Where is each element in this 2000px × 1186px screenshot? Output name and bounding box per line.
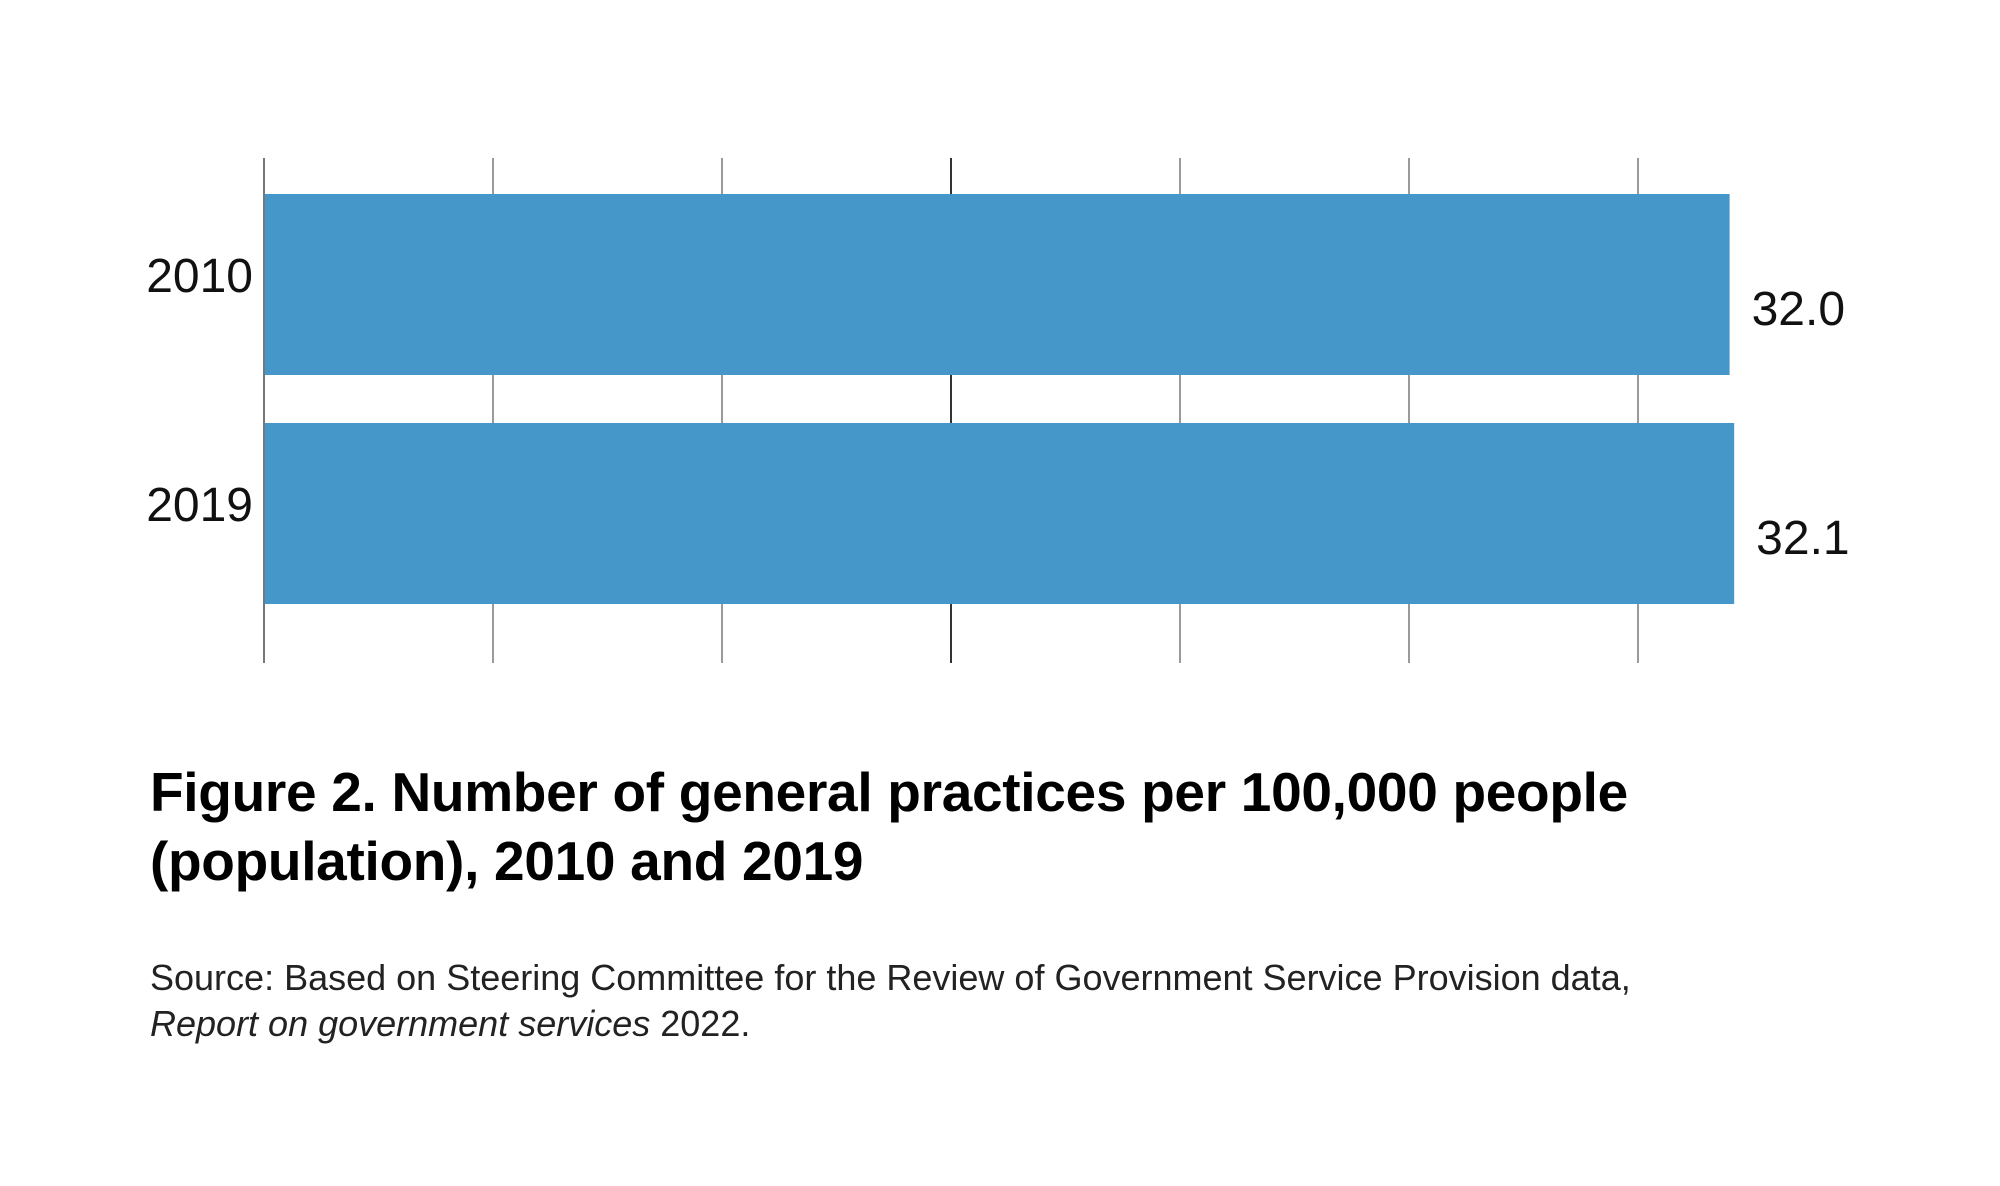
bar-chart: 2010 32.0 2019 32.1 [146,158,1850,663]
bar-2019 [264,423,1735,604]
value-label-2010: 32.0 [1752,283,1845,336]
figure-title: Figure 2. Number of general practices pe… [150,761,1628,892]
source-year: 2022. [650,1003,751,1044]
labels: 2010 32.0 2019 32.1 [146,158,1850,663]
category-label-2019: 2019 [146,479,253,532]
source-text: Source: Based on Steering Committee for … [150,957,1631,998]
value-label-2019: 32.1 [1756,512,1849,565]
category-label-2010: 2010 [146,250,253,303]
source-report-title: Report on government services [150,1003,651,1044]
figure-source: Source: Based on Steering Committee for … [150,955,1950,1047]
bar-2010 [264,194,1730,375]
bars [264,194,1735,604]
